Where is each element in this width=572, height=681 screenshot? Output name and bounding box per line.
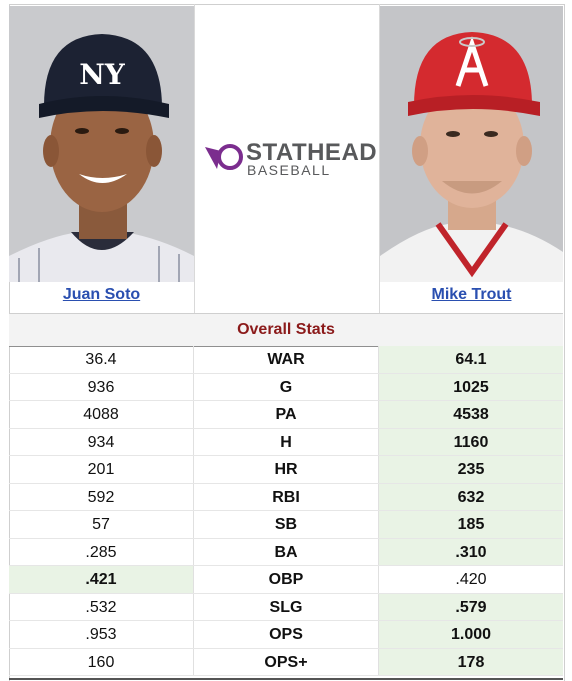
juan-soto-headshot: NY: [9, 6, 194, 282]
left-player-value: 936: [9, 373, 194, 400]
stat-label: WAR: [194, 346, 379, 373]
header: NY Juan Soto STATHEAD BASEBALL: [9, 4, 563, 313]
right-player-value: 4538: [379, 401, 563, 428]
stat-label: OPS+: [194, 648, 379, 675]
right-player-name-link[interactable]: Mike Trout: [431, 286, 512, 303]
stat-row: 592 RBI 632: [9, 483, 563, 511]
stat-row: .421 OBP .420: [9, 566, 563, 594]
left-player-name-link[interactable]: Juan Soto: [62, 286, 141, 303]
left-player-value: 160: [9, 648, 194, 675]
right-player-value: 235: [379, 456, 563, 483]
stat-label: SB: [194, 511, 379, 538]
stat-row: .953 OPS 1.000: [9, 621, 563, 649]
stat-label: H: [194, 428, 379, 455]
stat-row: .532 SLG .579: [9, 593, 563, 621]
stat-label: PA: [194, 401, 379, 428]
stat-row: 57 SB 185: [9, 511, 563, 539]
right-player-value: 178: [379, 648, 563, 675]
left-player-value: 57: [9, 511, 194, 538]
mike-trout-photo: [380, 6, 563, 282]
stat-label: BA: [194, 538, 379, 565]
left-player-value: .532: [9, 593, 194, 620]
left-player-value: .421: [9, 566, 194, 593]
left-player-value: 4088: [9, 401, 194, 428]
stat-row: .285 BA .310: [9, 538, 563, 566]
stat-label: OBP: [194, 566, 379, 593]
stat-label: G: [194, 373, 379, 400]
right-player-value: 1025: [379, 373, 563, 400]
stats-table: 36.4 WAR 64.1 936 G 1025 4088 PA 4538 934 H 1160 201…: [9, 346, 563, 676]
stat-row: 36.4 WAR 64.1: [9, 346, 563, 374]
stat-label: SLG: [194, 593, 379, 620]
stat-row: 160 OPS+ 178: [9, 648, 563, 676]
stathead-logo[interactable]: STATHEAD BASEBALL: [195, 132, 379, 182]
mike-trout-headshot: [380, 6, 563, 282]
stat-label: HR: [194, 456, 379, 483]
logo-column: STATHEAD BASEBALL: [195, 4, 380, 313]
right-player-value: 632: [379, 483, 563, 510]
left-player-value: .285: [9, 538, 194, 565]
right-player-value: .310: [379, 538, 563, 565]
bottom-divider: [9, 678, 563, 680]
left-player-value: 201: [9, 456, 194, 483]
right-player-value: 1160: [379, 428, 563, 455]
stat-label: RBI: [194, 483, 379, 510]
logo-line1: STATHEAD: [246, 139, 378, 166]
section-title: Overall Stats: [9, 313, 563, 347]
stat-row: 4088 PA 4538: [9, 401, 563, 429]
right-player-column: Mike Trout: [380, 4, 563, 313]
stathead-logo-icon: [205, 144, 243, 170]
svg-text:NY: NY: [79, 58, 126, 91]
left-player-column: NY Juan Soto: [9, 4, 195, 313]
right-player-value: 64.1: [379, 346, 563, 373]
right-player-value: 185: [379, 511, 563, 538]
stat-row: 201 HR 235: [9, 456, 563, 484]
juan-soto-photo: NY: [9, 6, 194, 282]
right-player-value: .420: [455, 571, 487, 588]
left-player-value: 592: [9, 483, 194, 510]
left-player-value: .953: [9, 621, 194, 648]
right-player-value: 1.000: [379, 621, 563, 648]
right-player-value: .579: [379, 593, 563, 620]
stat-row: 936 G 1025: [9, 373, 563, 401]
left-player-value: 36.4: [9, 346, 194, 373]
stat-label: OPS: [194, 621, 379, 648]
left-player-value: 934: [9, 428, 194, 455]
stat-row: 934 H 1160: [9, 428, 563, 456]
logo-line2: BASEBALL: [247, 162, 331, 178]
